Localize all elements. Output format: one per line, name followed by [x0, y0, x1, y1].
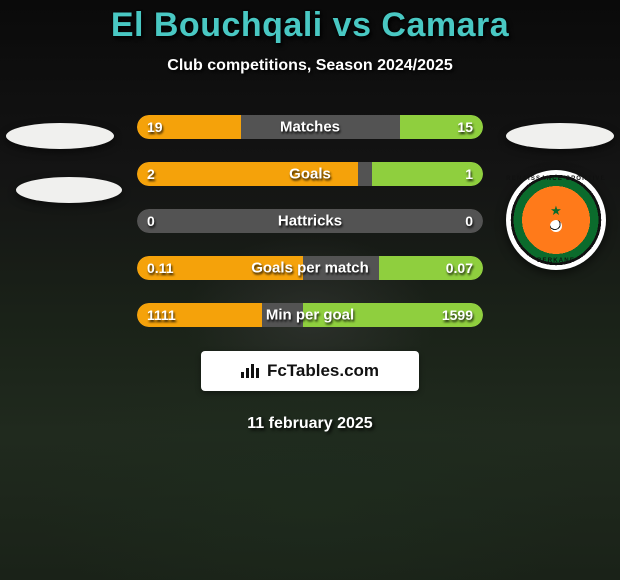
date-text: 11 february 2025 [247, 415, 372, 433]
club-ball-icon [550, 220, 562, 232]
stat-row: 19 15 Matches [137, 115, 483, 139]
stat-label: Goals per match [251, 260, 369, 277]
stat-value-right: 15 [457, 119, 473, 135]
stat-row: 0.11 0.07 Goals per match [137, 256, 483, 280]
stat-row: 2 1 Goals [137, 162, 483, 186]
stat-value-left: 2 [147, 166, 155, 182]
player-left-avatar-2 [16, 177, 122, 203]
stat-label: Hattricks [278, 213, 342, 230]
stat-value-right: 0 [465, 213, 473, 229]
stat-value-left: 0 [147, 213, 155, 229]
player-left-avatar-1 [6, 123, 114, 149]
stat-label: Matches [280, 119, 340, 136]
subtitle: Club competitions, Season 2024/2025 [167, 57, 452, 75]
stat-label: Min per goal [266, 307, 354, 324]
club-badge-right: RENAISSANCE SPORTIVE ★ BERKANE [506, 170, 606, 270]
stat-label: Goals [289, 166, 331, 183]
stat-value-right: 1599 [442, 307, 473, 323]
club-star-icon: ★ [549, 204, 563, 218]
stat-row: 0 0 Hattricks [137, 209, 483, 233]
stat-value-left: 0.11 [147, 260, 173, 276]
infographic-container: El Bouchqali vs Camara Club competitions… [0, 0, 620, 580]
stat-row: 1111 1599 Min per goal [137, 303, 483, 327]
player-right-avatar [506, 123, 614, 149]
attribution-text: FcTables.com [267, 361, 379, 381]
stat-value-right: 1 [465, 166, 473, 182]
attribution-badge: FcTables.com [201, 351, 419, 391]
club-badge-text-bottom: BERKANE [537, 258, 575, 264]
bar-chart-icon [241, 364, 261, 378]
page-title: El Bouchqali vs Camara [111, 6, 509, 45]
stat-value-left: 1111 [147, 307, 176, 323]
club-badge-text-top: RENAISSANCE SPORTIVE [506, 176, 606, 182]
stat-value-right: 0.07 [446, 260, 473, 276]
stat-value-left: 19 [147, 119, 163, 135]
